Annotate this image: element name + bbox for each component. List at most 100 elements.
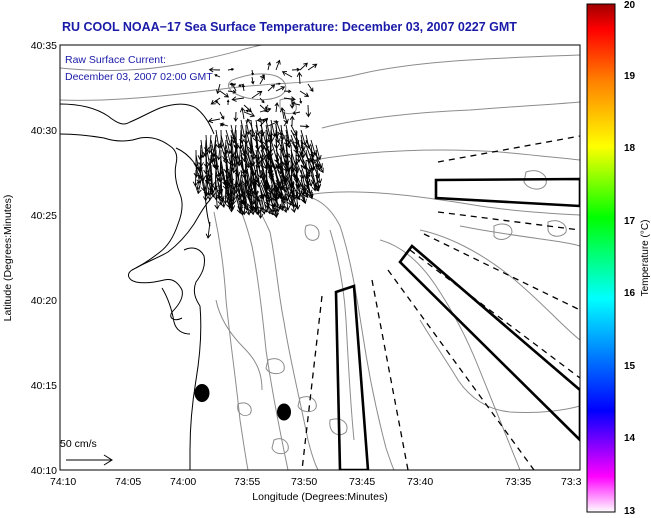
current-vector xyxy=(300,189,307,205)
colorbar-label: Temperature (°C) xyxy=(640,220,651,297)
colorbar-tick: 13 xyxy=(624,506,636,517)
y-tick-label: 40:30 xyxy=(31,125,57,137)
current-vector xyxy=(290,194,297,213)
current-vector xyxy=(245,109,253,113)
current-vector xyxy=(296,71,303,85)
current-vector xyxy=(241,84,246,92)
current-vector xyxy=(214,74,221,78)
current-vector xyxy=(275,82,281,86)
current-vector xyxy=(267,120,279,127)
current-vector xyxy=(239,106,246,120)
buoy-marker-west xyxy=(194,384,210,402)
current-vector xyxy=(284,194,291,211)
current-vector xyxy=(257,199,264,219)
current-vector xyxy=(259,107,272,113)
current-label-line2: December 03, 2007 02:00 GMT xyxy=(65,71,213,83)
current-vector xyxy=(231,82,237,92)
scale-label: 50 cm/s xyxy=(60,438,97,450)
current-vector xyxy=(294,189,301,211)
map-area xyxy=(60,45,580,470)
current-vector xyxy=(305,104,312,118)
buoy-marker-east xyxy=(277,403,291,421)
current-vector xyxy=(290,129,300,146)
x-tick-label: 73:55 xyxy=(234,476,260,488)
current-vector xyxy=(291,67,301,72)
current-vector xyxy=(275,59,281,71)
current-vector xyxy=(196,179,202,195)
current-vector xyxy=(200,174,207,192)
current-vector xyxy=(299,90,310,97)
y-axis-ticks: 40:35 40:30 40:25 40:20 40:15 40:10 xyxy=(31,40,57,477)
current-vector xyxy=(259,75,265,85)
current-vector xyxy=(239,199,245,216)
current-vector xyxy=(290,101,301,106)
y-tick-label: 40:10 xyxy=(31,465,57,477)
coastline xyxy=(60,103,215,470)
current-vector xyxy=(226,99,230,106)
current-vector xyxy=(273,125,280,139)
y-tick-label: 40:20 xyxy=(31,295,57,307)
x-axis-ticks: 74:10 74:05 74:00 73:55 73:50 73:45 73:4… xyxy=(50,476,582,488)
colorbar-tick: 20 xyxy=(624,0,636,11)
current-vector xyxy=(300,129,307,146)
y-tick-label: 40:15 xyxy=(31,380,57,392)
x-tick-label: 73:45 xyxy=(349,476,375,488)
current-vector xyxy=(216,179,223,200)
current-vector xyxy=(275,86,286,92)
current-vector xyxy=(251,90,263,99)
current-vector xyxy=(227,67,235,71)
current-vector xyxy=(285,144,292,172)
current-vector xyxy=(210,179,216,198)
current-vector xyxy=(254,199,260,216)
current-vector xyxy=(267,61,272,71)
current-vector xyxy=(273,199,279,219)
x-tick-label: 74:05 xyxy=(115,476,141,488)
current-vector xyxy=(207,184,213,201)
current-vector xyxy=(219,90,230,98)
current-vector xyxy=(292,111,301,115)
chart-title: RU COOL NOAA−17 Sea Surface Temperature:… xyxy=(62,20,517,34)
current-vector xyxy=(300,179,309,196)
current-vector xyxy=(205,221,212,239)
x-tick-label: 73:40 xyxy=(407,476,433,488)
x-tick-label: 74:00 xyxy=(170,476,196,488)
current-vector xyxy=(214,189,220,210)
current-vector xyxy=(283,89,292,94)
current-vector xyxy=(259,97,265,104)
current-vector xyxy=(227,89,237,94)
x-tick-label: 74:10 xyxy=(50,476,76,488)
current-vector xyxy=(274,102,280,113)
current-vector xyxy=(243,111,256,118)
y-tick-label: 40:35 xyxy=(31,40,57,52)
current-vector xyxy=(305,169,313,187)
current-vector xyxy=(283,120,288,127)
colorbar xyxy=(586,3,616,513)
x-tick-label: 73:35 xyxy=(505,476,531,488)
colorbar-tick: 15 xyxy=(624,361,636,372)
current-vector xyxy=(236,139,243,167)
current-vector xyxy=(202,184,209,202)
current-vector xyxy=(238,83,245,87)
current-vector xyxy=(256,117,269,123)
current-vector xyxy=(208,67,221,73)
current-vector xyxy=(220,189,227,208)
current-vector xyxy=(246,118,253,127)
current-vector xyxy=(215,83,221,95)
current-vector xyxy=(249,199,256,216)
current-vector xyxy=(265,104,269,110)
current-vector xyxy=(197,144,204,161)
current-vector xyxy=(305,184,313,198)
y-axis-label: Latitude (Degrees:Minutes) xyxy=(2,195,14,322)
current-vector xyxy=(315,144,322,161)
current-vector xyxy=(267,84,276,92)
colorbar-tick: 19 xyxy=(624,71,636,82)
current-label-line1: Raw Surface Current: xyxy=(65,54,166,66)
current-vector xyxy=(230,179,237,206)
radar-sector-lines xyxy=(301,135,580,470)
current-vector xyxy=(299,124,310,129)
plot-frame xyxy=(59,44,581,471)
current-vector xyxy=(300,184,309,199)
current-vector xyxy=(289,115,295,127)
current-vector xyxy=(215,100,221,106)
